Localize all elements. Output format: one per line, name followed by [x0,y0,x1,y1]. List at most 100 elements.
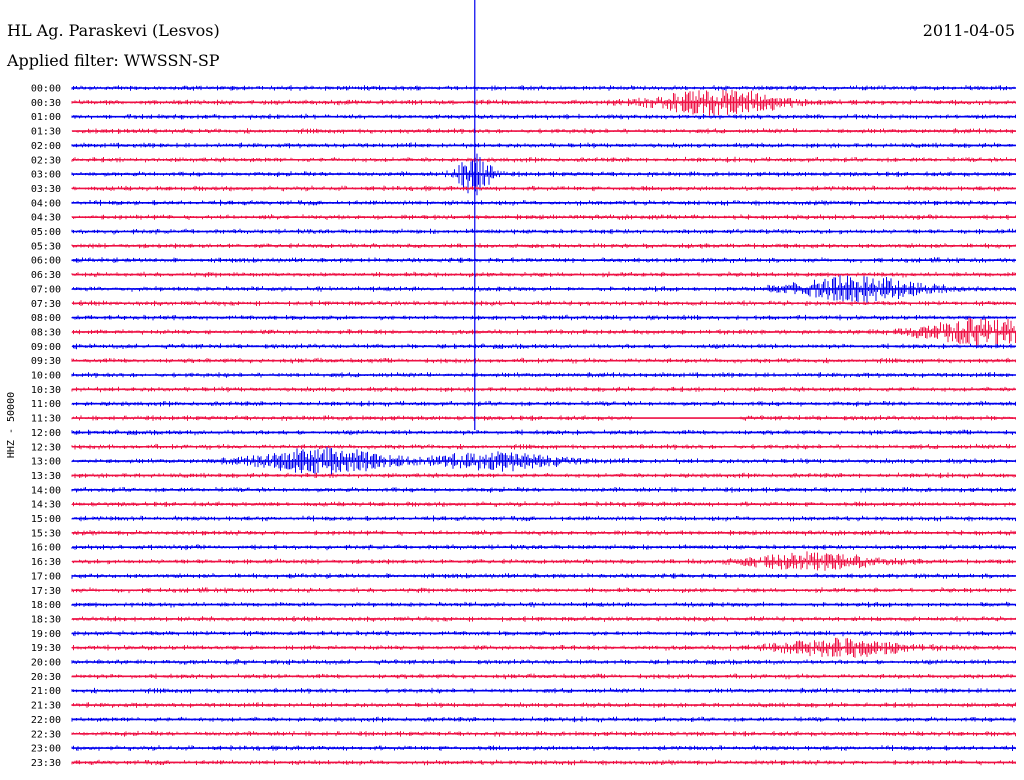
row-time-label: 18:00 [31,600,61,611]
row-time-label: 22:30 [31,729,61,740]
trace-row [71,759,1016,766]
trace-row [71,673,1016,680]
row-time-label: 00:00 [31,84,61,95]
row-time-label: 17:00 [31,571,61,582]
row-time-labels: 00:00 00:30 01:00 01:30 02:00 02:30 03:00 03:30… [31,84,61,769]
row-time-label: 01:30 [31,127,61,138]
trace-row [71,501,1016,507]
trace-row [71,275,1016,303]
trace-row [71,271,1016,278]
trace-row [71,659,1016,665]
row-time-label: 17:30 [31,586,61,597]
row-time-label: 10:30 [31,385,61,396]
row-time-label: 19:00 [31,629,61,640]
trace-row [71,113,1016,120]
trace-row [71,616,1016,622]
row-time-label: 21:00 [31,686,61,697]
row-time-label: 01:00 [31,112,61,123]
trace-row [71,300,1016,307]
row-time-label: 10:00 [31,371,61,382]
row-time-label: 21:30 [31,701,61,712]
trace-row [71,85,1016,91]
trace-row [71,128,1016,134]
trace-row [71,372,1016,378]
trace-row [71,142,1016,149]
trace-row [71,551,1016,571]
row-time-label: 05:00 [31,227,61,238]
trace-row [71,637,1016,658]
row-time-label: 11:30 [31,414,61,425]
trace-row [71,716,1016,723]
trace-row [71,214,1016,220]
row-time-label: 22:00 [31,715,61,726]
row-time-label: 16:00 [31,543,61,554]
row-time-label: 09:00 [31,342,61,353]
row-time-label: 13:30 [31,471,61,482]
row-time-label: 15:30 [31,528,61,539]
trace-row [71,529,1016,536]
trace-row [71,185,1016,192]
row-time-label: 16:30 [31,557,61,568]
trace-row [71,228,1016,235]
trace-row [71,89,1016,116]
row-time-label: 03:00 [31,170,61,181]
row-time-label: 12:30 [31,442,61,453]
trace-row [71,587,1016,594]
row-time-label: 07:00 [31,284,61,295]
seismogram-traces [71,0,1016,766]
trace-row [71,386,1016,393]
trace-row [71,601,1016,608]
row-time-label: 08:30 [31,327,61,338]
trace-row [71,429,1016,436]
trace-row [71,415,1016,421]
row-time-label: 00:30 [31,98,61,109]
row-time-label: 02:00 [31,141,61,152]
trace-row [71,447,1016,476]
row-time-label: 05:30 [31,241,61,252]
trace-row [71,730,1016,737]
row-time-label: 20:00 [31,658,61,669]
trace-row [71,515,1016,522]
trace-row [71,472,1016,479]
trace-row [71,317,1016,347]
date-label: 2011-04-05 [923,21,1015,40]
trace-row [71,630,1016,637]
row-time-label: 14:00 [31,485,61,496]
row-time-label: 04:30 [31,213,61,224]
row-time-label: 23:30 [31,758,61,769]
row-time-label: 07:30 [31,299,61,310]
trace-row [71,400,1016,407]
trace-row [71,343,1016,350]
row-time-label: 08:00 [31,313,61,324]
row-time-label: 02:30 [31,155,61,166]
trace-row [71,153,1016,196]
row-time-label: 04:00 [31,198,61,209]
trace-row [71,443,1016,450]
station-title: HL Ag. Paraskevi (Lesvos) [7,21,220,40]
row-time-label: 06:30 [31,270,61,281]
row-time-label: 03:30 [31,184,61,195]
trace-row [71,544,1016,551]
trace-row [71,687,1016,694]
row-time-label: 23:00 [31,744,61,755]
trace-row [71,156,1016,163]
trace-row [71,357,1016,364]
row-time-label: 11:00 [31,399,61,410]
row-time-label: 06:00 [31,256,61,267]
trace-row [71,199,1016,206]
row-time-label: 14:30 [31,500,61,511]
trace-row [71,745,1016,751]
row-time-label: 09:30 [31,356,61,367]
row-time-label: 15:00 [31,514,61,525]
trace-row [71,243,1016,249]
filter-label: Applied filter: WWSSN-SP [6,51,220,70]
y-axis-label: HHZ - 50000 [6,392,17,458]
trace-row [71,486,1016,493]
row-time-label: 13:00 [31,457,61,468]
row-time-label: 12:00 [31,428,61,439]
row-time-label: 19:30 [31,643,61,654]
trace-row [71,702,1016,708]
trace-row [71,314,1016,321]
row-time-label: 18:30 [31,614,61,625]
